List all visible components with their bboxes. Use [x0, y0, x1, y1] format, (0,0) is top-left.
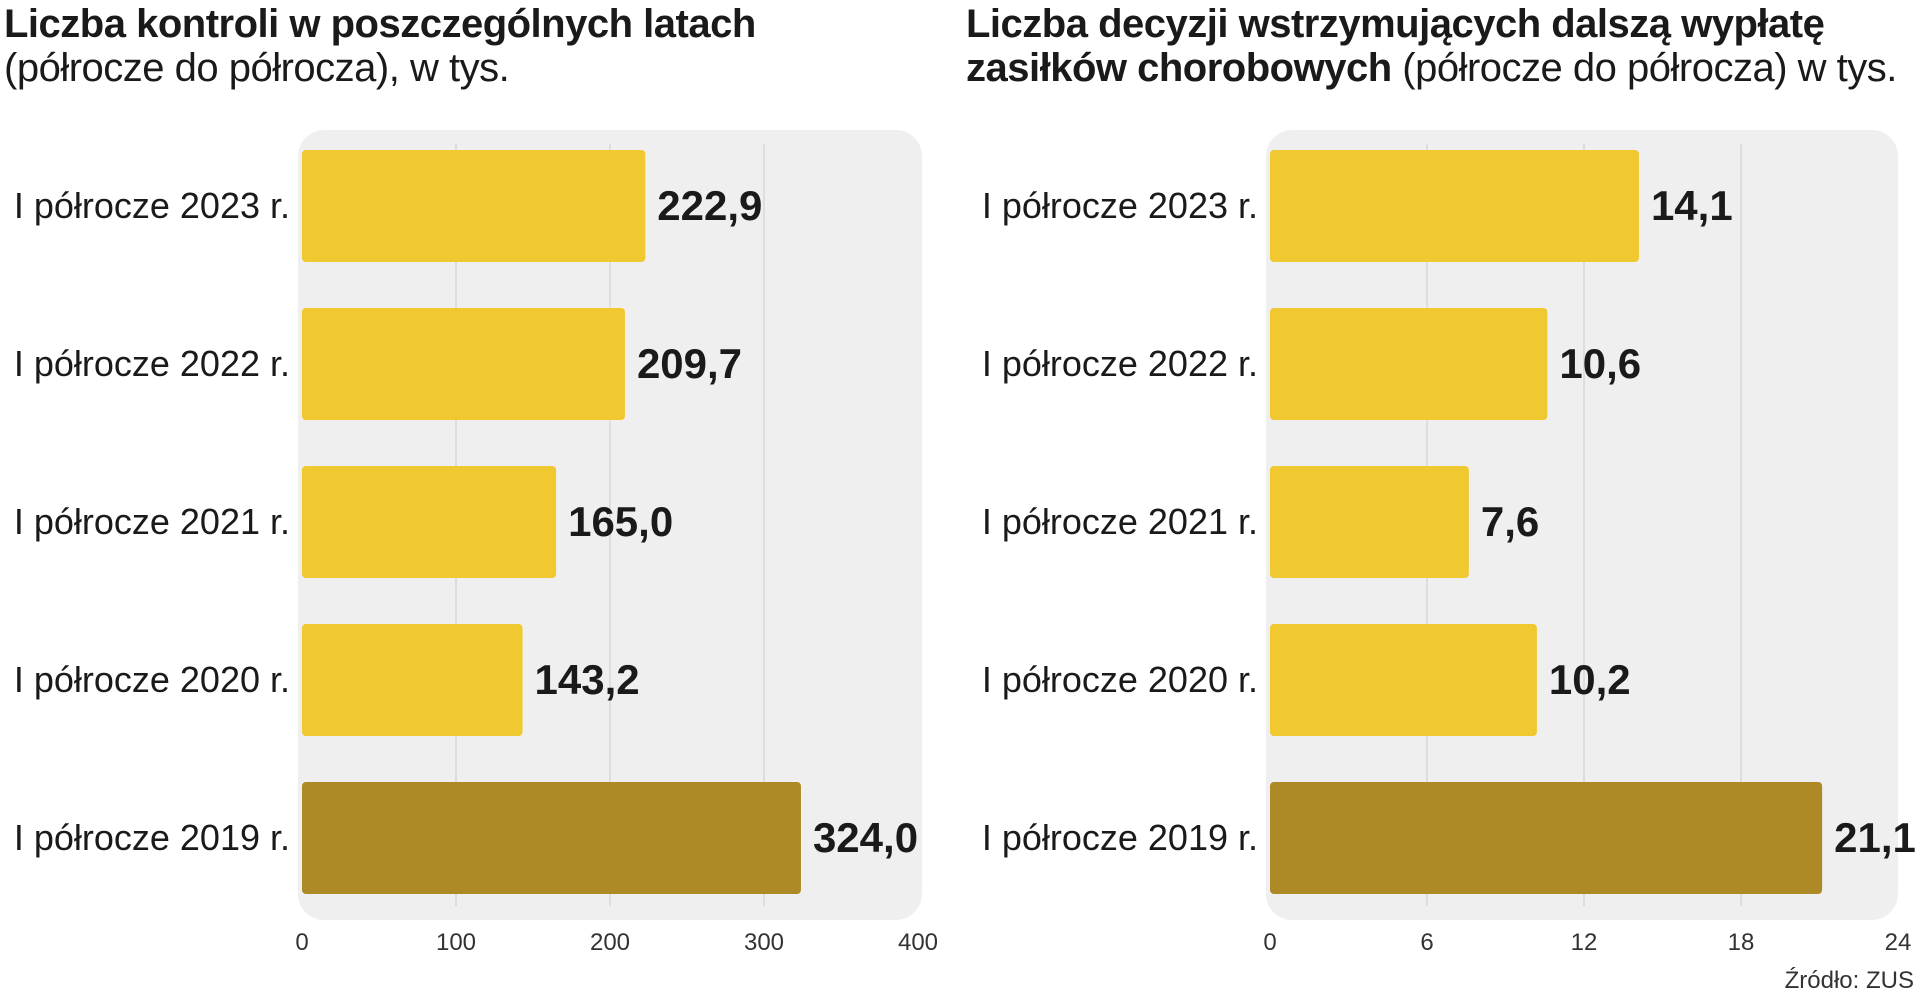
chart-subtitle-left: (półrocze do półrocza), w tys.	[4, 46, 510, 90]
category-label: I półrocze 2020 r.	[14, 659, 290, 700]
chart-title-left: Liczba kontroli w poszczególnych latach(…	[4, 2, 904, 90]
data-label: 209,7	[637, 340, 742, 387]
bar	[302, 782, 801, 894]
bar	[302, 308, 625, 420]
category-label: I półrocze 2019 r.	[982, 817, 1258, 858]
category-label: I półrocze 2023 r.	[982, 185, 1258, 226]
bar	[1270, 466, 1469, 578]
data-label: 10,6	[1559, 340, 1641, 387]
category-label: I półrocze 2023 r.	[14, 185, 290, 226]
category-label: I półrocze 2021 r.	[14, 501, 290, 542]
x-tick-label: 0	[295, 929, 308, 956]
category-label: I półrocze 2019 r.	[14, 817, 290, 858]
x-tick-label: 100	[436, 929, 476, 956]
chart-subtitle-right: (półrocze do półrocza) w tys.	[1402, 46, 1897, 90]
category-label: I półrocze 2021 r.	[982, 501, 1258, 542]
bar	[302, 624, 523, 736]
data-label: 10,2	[1549, 656, 1631, 703]
data-label: 324,0	[813, 814, 918, 861]
x-tick-label: 12	[1571, 929, 1598, 956]
data-label: 21,1	[1834, 814, 1916, 861]
category-label: I półrocze 2022 r.	[14, 343, 290, 384]
x-tick-label: 400	[898, 929, 938, 956]
bar	[302, 466, 557, 578]
x-tick-label: 300	[744, 929, 784, 956]
data-label: 222,9	[657, 182, 762, 229]
chart-title-right-main: Liczba decyzji wstrzymujących dalszą wyp…	[966, 2, 1825, 90]
bar	[1270, 624, 1537, 736]
data-label: 143,2	[535, 656, 640, 703]
source-note: Źródło: ZUS	[1784, 967, 1914, 994]
chart-title-left-main: Liczba kontroli w poszczególnych latach	[4, 2, 756, 46]
x-tick-label: 6	[1420, 929, 1433, 956]
bar	[1270, 308, 1548, 420]
chart-svg-1: 0 6 12 18 24 I półrocze 2023 r. 14,1 I półrocze…	[982, 130, 1916, 956]
bar-chart-controls: 0 100 200 300 400 I półrocze 2023 r. 222,9 I pó…	[0, 120, 960, 960]
data-label: 14,1	[1651, 182, 1733, 229]
bar	[1270, 150, 1639, 262]
data-label: 7,6	[1481, 498, 1539, 545]
x-tick-label: 0	[1263, 929, 1276, 956]
bar	[1270, 782, 1823, 894]
bar	[302, 150, 646, 262]
x-tick-label: 18	[1728, 929, 1755, 956]
data-label: 165,0	[568, 498, 673, 545]
chart-title-right: Liczba decyzji wstrzymujących dalszą wyp…	[966, 2, 1906, 90]
x-tick-label: 24	[1885, 929, 1912, 956]
category-label: I półrocze 2022 r.	[982, 343, 1258, 384]
bar-chart-decisions: 0 6 12 18 24 I półrocze 2023 r. 14,1 I półrocze…	[960, 120, 1920, 960]
category-label: I półrocze 2020 r.	[982, 659, 1258, 700]
chart-svg-0: 0 100 200 300 400 I półrocze 2023 r. 222,9 I pó…	[14, 130, 938, 956]
x-tick-label: 200	[590, 929, 630, 956]
